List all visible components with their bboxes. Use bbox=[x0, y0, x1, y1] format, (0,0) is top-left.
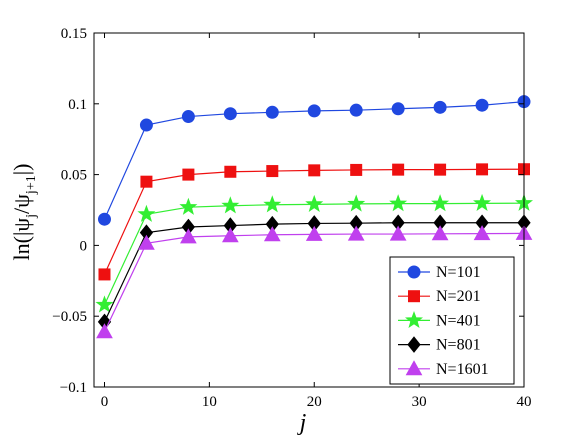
legend-marker bbox=[405, 360, 423, 376]
legend-marker bbox=[407, 336, 421, 353]
data-point bbox=[433, 100, 447, 114]
data-point bbox=[389, 225, 407, 241]
series-n-401 bbox=[95, 193, 534, 313]
data-point bbox=[347, 194, 366, 212]
data-point bbox=[305, 194, 324, 212]
data-point bbox=[431, 225, 449, 241]
data-point bbox=[391, 102, 405, 116]
data-point bbox=[431, 194, 450, 212]
x-tick-label: 30 bbox=[412, 394, 427, 410]
y-tick-label: 0.05 bbox=[61, 168, 87, 184]
x-axis-label: j bbox=[297, 410, 307, 436]
data-point bbox=[97, 212, 111, 226]
data-point bbox=[180, 228, 197, 244]
data-point bbox=[347, 225, 365, 241]
data-point bbox=[221, 196, 240, 214]
legend-item: N=101 bbox=[398, 264, 481, 281]
x-tick-label: 10 bbox=[202, 394, 217, 410]
legend-item: N=801 bbox=[398, 336, 481, 354]
y-tick-label: 0 bbox=[80, 238, 88, 254]
legend-label: N=1601 bbox=[436, 361, 489, 378]
legend-label: N=401 bbox=[436, 312, 481, 329]
data-point bbox=[138, 234, 155, 250]
data-point bbox=[139, 118, 153, 132]
legend-marker bbox=[407, 265, 421, 279]
series-n-101 bbox=[97, 95, 531, 226]
legend-item: N=401 bbox=[398, 310, 481, 329]
data-point bbox=[307, 104, 321, 118]
data-point bbox=[350, 163, 363, 176]
legend-item: N=1601 bbox=[398, 360, 489, 378]
series-layer bbox=[95, 95, 534, 339]
x-tick-label: 0 bbox=[101, 394, 109, 410]
data-point bbox=[473, 225, 491, 241]
data-point bbox=[476, 163, 489, 176]
legend-label: N=101 bbox=[436, 264, 481, 281]
data-point bbox=[305, 225, 323, 241]
legend-label: N=201 bbox=[436, 288, 481, 305]
data-point bbox=[308, 164, 321, 177]
data-point bbox=[349, 103, 363, 117]
data-point bbox=[475, 98, 489, 112]
data-point bbox=[473, 193, 492, 212]
data-point bbox=[392, 163, 405, 176]
data-point bbox=[389, 194, 408, 212]
data-point bbox=[223, 107, 237, 121]
axes-layer: 0 10 20 30 40 −0.1 −0.05 0 0.05 0.1 0.15 bbox=[52, 26, 531, 410]
data-point bbox=[182, 168, 195, 181]
legend-marker bbox=[408, 290, 420, 303]
x-tick-label: 40 bbox=[517, 394, 532, 410]
data-point bbox=[98, 268, 111, 281]
data-point bbox=[263, 226, 281, 242]
data-point bbox=[137, 204, 156, 222]
plot-frame bbox=[93, 32, 525, 388]
data-point bbox=[95, 295, 114, 313]
data-point bbox=[179, 197, 198, 215]
legend: N=101 N=201 N=401 N=801 N=1601 bbox=[389, 256, 515, 385]
data-point bbox=[434, 163, 447, 176]
legend-marker bbox=[404, 310, 424, 329]
data-point bbox=[265, 105, 279, 119]
y-tick-label: −0.05 bbox=[52, 309, 87, 325]
series-n-201 bbox=[98, 163, 530, 281]
data-point bbox=[224, 165, 237, 178]
legend-item: N=201 bbox=[398, 288, 481, 305]
data-point bbox=[221, 227, 239, 243]
y-tick-label: 0.1 bbox=[68, 97, 87, 113]
data-point bbox=[140, 175, 153, 188]
y-tick-label: −0.1 bbox=[60, 380, 87, 396]
data-point bbox=[181, 110, 195, 124]
legend-label: N=801 bbox=[436, 337, 481, 354]
data-point bbox=[263, 195, 282, 213]
data-point bbox=[96, 323, 113, 339]
data-point bbox=[266, 165, 279, 178]
y-tick-label: 0.15 bbox=[61, 26, 87, 42]
x-tick-label: 20 bbox=[307, 394, 322, 410]
